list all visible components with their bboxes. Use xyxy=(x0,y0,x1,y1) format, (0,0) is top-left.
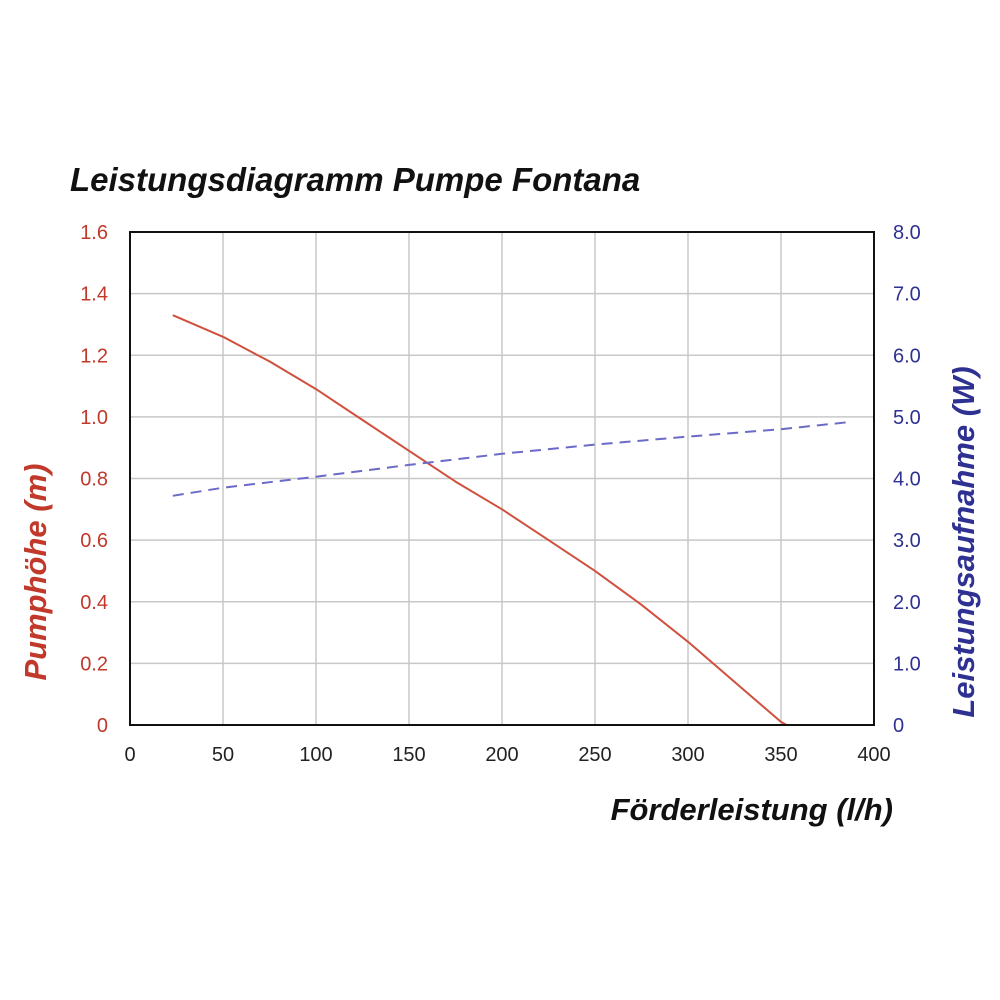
grid-lines xyxy=(130,232,874,725)
x-tick-label: 200 xyxy=(485,744,518,766)
y-right-tick-label: 0 xyxy=(893,715,904,737)
power-consumption-series-line xyxy=(172,420,852,497)
x-axis-label: Förderleistung (l/h) xyxy=(611,792,893,827)
y-left-tick-label: 0.4 xyxy=(80,592,108,614)
y-right-tick-label: 4.0 xyxy=(893,469,921,491)
y-right-tick-label: 7.0 xyxy=(893,284,921,306)
plot-frame xyxy=(129,231,875,726)
x-tick-label: 0 xyxy=(124,744,135,766)
y-right-tick-label: 2.0 xyxy=(893,592,921,614)
x-tick-label: 350 xyxy=(764,744,797,766)
y-axis-left-label: Pumphöhe (m) xyxy=(18,464,53,681)
x-tick-label: 250 xyxy=(578,744,611,766)
x-tick-label: 400 xyxy=(857,744,890,766)
x-tick-label: 50 xyxy=(212,744,234,766)
y-axis-right-label: Leistungsaufnahme (W) xyxy=(946,366,981,717)
y-left-tick-label: 0.8 xyxy=(80,469,108,491)
chart-title: Leistungsdiagramm Pumpe Fontana xyxy=(70,161,640,198)
y-right-tick-label: 5.0 xyxy=(893,407,921,429)
x-tick-label: 100 xyxy=(299,744,332,766)
y-right-tick-label: 1.0 xyxy=(893,653,921,675)
tick-labels: 0 0.2 0.4 0.6 0.8 1.0 1.2 1.4 1.6 0 1.0 2.0 3.0 4.0 5.… xyxy=(80,222,921,766)
y-left-tick-label: 1.2 xyxy=(80,345,108,367)
series-lines xyxy=(172,314,852,726)
y-left-tick-label: 1.0 xyxy=(80,407,108,429)
y-left-tick-label: 1.6 xyxy=(80,222,108,244)
x-tick-label: 150 xyxy=(392,744,425,766)
y-left-tick-label: 0.6 xyxy=(80,530,108,552)
y-left-tick-label: 1.4 xyxy=(80,284,108,306)
y-right-tick-label: 6.0 xyxy=(893,345,921,367)
pump-head-series-line xyxy=(172,314,788,726)
y-left-tick-label: 0 xyxy=(97,715,108,737)
y-right-tick-label: 3.0 xyxy=(893,530,921,552)
y-left-tick-label: 0.2 xyxy=(80,653,108,675)
x-tick-label: 300 xyxy=(671,744,704,766)
y-right-tick-label: 8.0 xyxy=(893,222,921,244)
